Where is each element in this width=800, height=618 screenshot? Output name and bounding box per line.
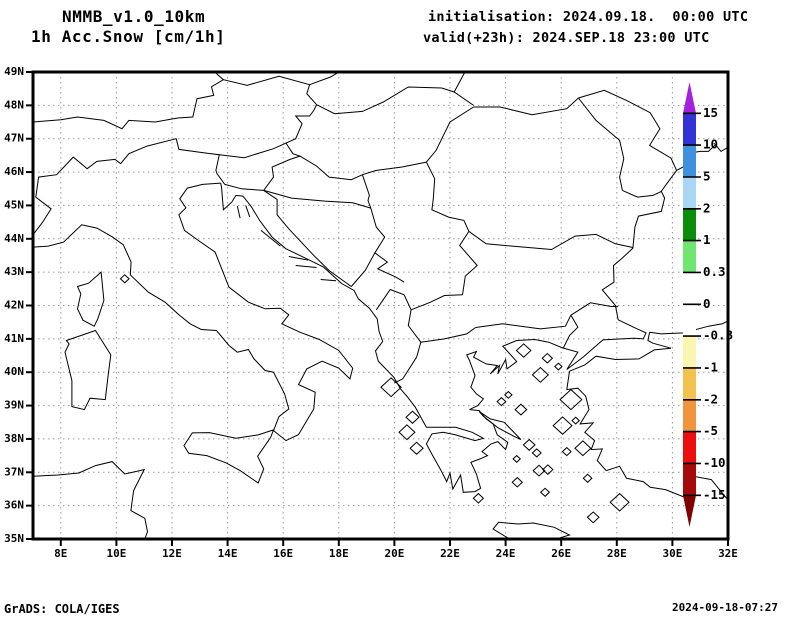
colorbar-tick-label: 0.3 bbox=[703, 264, 726, 279]
grads-credit: GrADS: COLA/IGES bbox=[4, 602, 120, 616]
colorbar-tick-label: 5 bbox=[703, 169, 711, 184]
colorbar-tick-label: 10 bbox=[703, 137, 718, 152]
colorbar-tick-label: -0.3 bbox=[703, 328, 733, 343]
lon-tick-label: 8E bbox=[54, 547, 67, 560]
colorbar-tick-label: 2 bbox=[703, 200, 711, 215]
field-title: 1h Acc.Snow [cm/1h] bbox=[31, 27, 226, 46]
colorbar-arrow-down bbox=[683, 495, 696, 527]
colorbar-segment bbox=[683, 177, 696, 209]
colorbar-segment bbox=[683, 240, 696, 273]
colorbar-segment bbox=[683, 272, 696, 305]
lon-tick-label: 14E bbox=[218, 547, 238, 560]
colorbar-tick-label: 1 bbox=[703, 232, 711, 247]
lon-axis: 8E 10E 12E 14E 16E 18E 20E 22E 24E 26E 28E 30E 32E bbox=[54, 540, 738, 560]
lon-tick-label: 26E bbox=[551, 547, 571, 560]
colorbar-segment bbox=[683, 304, 696, 337]
colorbar-segment bbox=[683, 463, 696, 496]
model-title: NMMB_v1.0_10km bbox=[62, 7, 206, 26]
lat-axis: 49N 48N 47N 46N 45N 44N 43N 42N 41N 40N 39N 38N 37N 3… bbox=[4, 65, 32, 545]
colorbar-segment bbox=[683, 113, 696, 146]
colorbar-tick-label: -10 bbox=[703, 455, 726, 470]
lon-tick-label: 20E bbox=[384, 547, 404, 560]
colorbar-segment bbox=[683, 431, 696, 464]
lon-tick-label: 30E bbox=[662, 547, 682, 560]
graticule bbox=[33, 72, 728, 539]
colorbar-tick-label: -15 bbox=[703, 487, 726, 502]
lat-tick-label: 38N bbox=[4, 432, 24, 445]
lat-tick-label: 36N bbox=[4, 499, 24, 512]
lat-tick-label: 48N bbox=[4, 98, 24, 111]
colorbar: 15 10 5 2 1 0.3 0 -0.3 -1 -2 -5 -10 -15 bbox=[683, 82, 733, 527]
colorbar-segment bbox=[683, 336, 696, 368]
lat-tick-label: 47N bbox=[4, 132, 24, 145]
coastlines bbox=[33, 143, 728, 539]
lat-tick-label: 35N bbox=[4, 532, 24, 545]
lat-tick-label: 41N bbox=[4, 332, 24, 345]
lat-tick-label: 49N bbox=[4, 65, 24, 78]
map-frame bbox=[31, 70, 730, 541]
colorbar-segment bbox=[683, 145, 696, 177]
creation-timestamp: 2024-09-18-07:27 bbox=[672, 601, 778, 614]
country-borders bbox=[33, 72, 678, 384]
lat-tick-label: 42N bbox=[4, 299, 24, 312]
lat-tick-label: 39N bbox=[4, 399, 24, 412]
lat-tick-label: 40N bbox=[4, 365, 24, 378]
colorbar-tick-label: -1 bbox=[703, 359, 718, 374]
lat-tick-label: 43N bbox=[4, 265, 24, 278]
lon-tick-label: 28E bbox=[607, 547, 627, 560]
colorbar-segment bbox=[683, 367, 696, 400]
lon-tick-label: 18E bbox=[329, 547, 349, 560]
lon-tick-label: 24E bbox=[496, 547, 516, 560]
lon-tick-label: 16E bbox=[273, 547, 293, 560]
lon-tick-label: 32E bbox=[718, 547, 738, 560]
lon-tick-label: 10E bbox=[106, 547, 126, 560]
init-time-label: initialisation: 2024.09.18. 00:00 UTC bbox=[428, 9, 749, 25]
lon-tick-label: 12E bbox=[162, 547, 182, 560]
colorbar-tick-label: 15 bbox=[703, 105, 718, 120]
colorbar-arrow-up bbox=[683, 82, 696, 114]
colorbar-segment bbox=[683, 208, 696, 241]
lat-tick-label: 45N bbox=[4, 198, 24, 211]
colorbar-tick-label: -5 bbox=[703, 423, 718, 438]
lat-tick-label: 37N bbox=[4, 465, 24, 478]
colorbar-tick-label: 0 bbox=[703, 296, 711, 311]
lat-tick-label: 46N bbox=[4, 165, 24, 178]
lat-tick-label: 44N bbox=[4, 232, 24, 245]
lon-tick-label: 22E bbox=[440, 547, 460, 560]
colorbar-segment bbox=[683, 399, 696, 432]
colorbar-tick-label: -2 bbox=[703, 391, 718, 406]
valid-time-label: valid(+23h): 2024.SEP.18 23:00 UTC bbox=[423, 30, 710, 46]
